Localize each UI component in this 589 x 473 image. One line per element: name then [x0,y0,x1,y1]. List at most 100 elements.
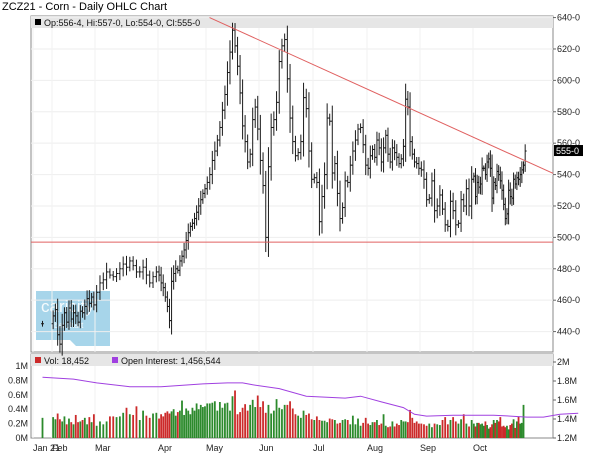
volume-bar [522,404,525,438]
volume-bar [413,422,416,438]
volume-bar [162,416,165,438]
volume-bar [278,407,281,438]
volume-bar [291,408,294,438]
date-tick-label: May [206,443,224,453]
price-bar [134,259,138,278]
volume-bar [520,422,523,438]
price-tick-label: 460-0 [557,295,580,305]
date-tick-label: Mar [95,443,111,453]
volume-bar [315,416,318,438]
volume-bar [477,422,480,438]
volume-bar [404,421,407,438]
price-bar [95,284,99,313]
volume-bar [472,423,475,438]
price-bars [41,22,527,356]
volume-bar [514,427,517,438]
volume-bar [446,424,449,438]
volume-bar [351,415,354,438]
volume-bar [497,421,500,438]
volume-bar [402,421,405,438]
price-bar [41,320,44,327]
volume-tick-label: 0.6M [8,390,28,400]
volume-bar [305,414,308,438]
price-bar [118,262,122,281]
volume-bar [308,413,310,438]
last-price-marker: 555-0 [554,145,583,157]
oi-tick-label: 1.2M [557,433,577,443]
volume-bar [331,419,334,438]
volume-bar [428,423,431,438]
volume-tick-label: 0M [15,433,28,443]
price-bar [98,275,102,300]
volume-bar [378,425,381,438]
volume-bar [494,422,497,438]
volume-bar [172,409,175,438]
volume-bar [286,404,289,438]
price-axis-labels: 440-0 460-0 480-0 500-0 520-0 540-0 560-0 580-0… [557,13,580,337]
price-tick-label: 500-0 [557,232,580,242]
volume-bar [65,424,68,438]
volume-bar [118,416,121,438]
volume-bar [411,417,414,438]
volume-bar [166,411,169,438]
price-tick-label: 440-0 [557,327,580,337]
oi-tick-label: 1.6M [557,395,577,405]
volume-bar [135,406,138,438]
volume-bar [270,413,273,438]
volume-bar [492,420,495,438]
volume-bar [74,414,77,438]
volume-bar [70,422,73,438]
volume-bar [382,414,385,438]
volume-bar [132,414,135,438]
volume-bar [189,414,192,438]
volume-bar [128,414,131,438]
volume-bar [160,414,163,438]
volume-bar [244,404,247,438]
resistance-trendline [209,17,554,174]
volume-bar [369,425,372,438]
volume-bar [99,421,101,438]
price-tick-label: 520-0 [557,201,580,211]
volume-bar [92,414,95,438]
volume-bar [484,421,487,438]
volume-bar [204,406,206,438]
volume-bar [145,415,148,438]
volume-bar [371,422,374,438]
volume-bar [499,417,502,438]
volume-bar [341,420,344,438]
volume-bar [109,416,111,438]
volume-bar [249,404,252,438]
volume-bar [251,399,254,438]
price-tick-label: 480-0 [557,264,580,274]
oi-axis-labels: 1.2M 1.4M 1.6M 1.8M 2M [553,357,577,443]
date-tick-label: Aug [367,443,383,453]
volume-bar [256,395,259,438]
volume-bar [297,415,300,438]
price-tick-label: 620-0 [557,44,580,54]
price-bar [523,144,527,172]
volume-bar [272,410,275,438]
volume-bar [321,420,323,438]
volume-bar [425,425,428,438]
volume-bar [158,418,160,438]
volume-bar [294,414,297,438]
volume-bar [517,416,520,438]
volume-bar [59,419,61,438]
volume-legend-swatch [35,357,41,363]
volume-bar [218,402,221,438]
volume-bar [491,424,493,438]
volume-bar [465,423,468,438]
volume-bar [142,410,144,438]
price-tick-label: 560-0 [557,138,580,148]
volume-bar [433,423,436,438]
volume-bar [444,417,447,438]
volume-bar [254,407,257,438]
volume-bar [346,420,349,438]
volume-bar [138,420,141,438]
trendlines [31,17,554,243]
volume-bar [395,423,398,438]
price-bar [111,270,115,281]
volume-bar [460,419,462,438]
volume-bar [41,417,44,438]
